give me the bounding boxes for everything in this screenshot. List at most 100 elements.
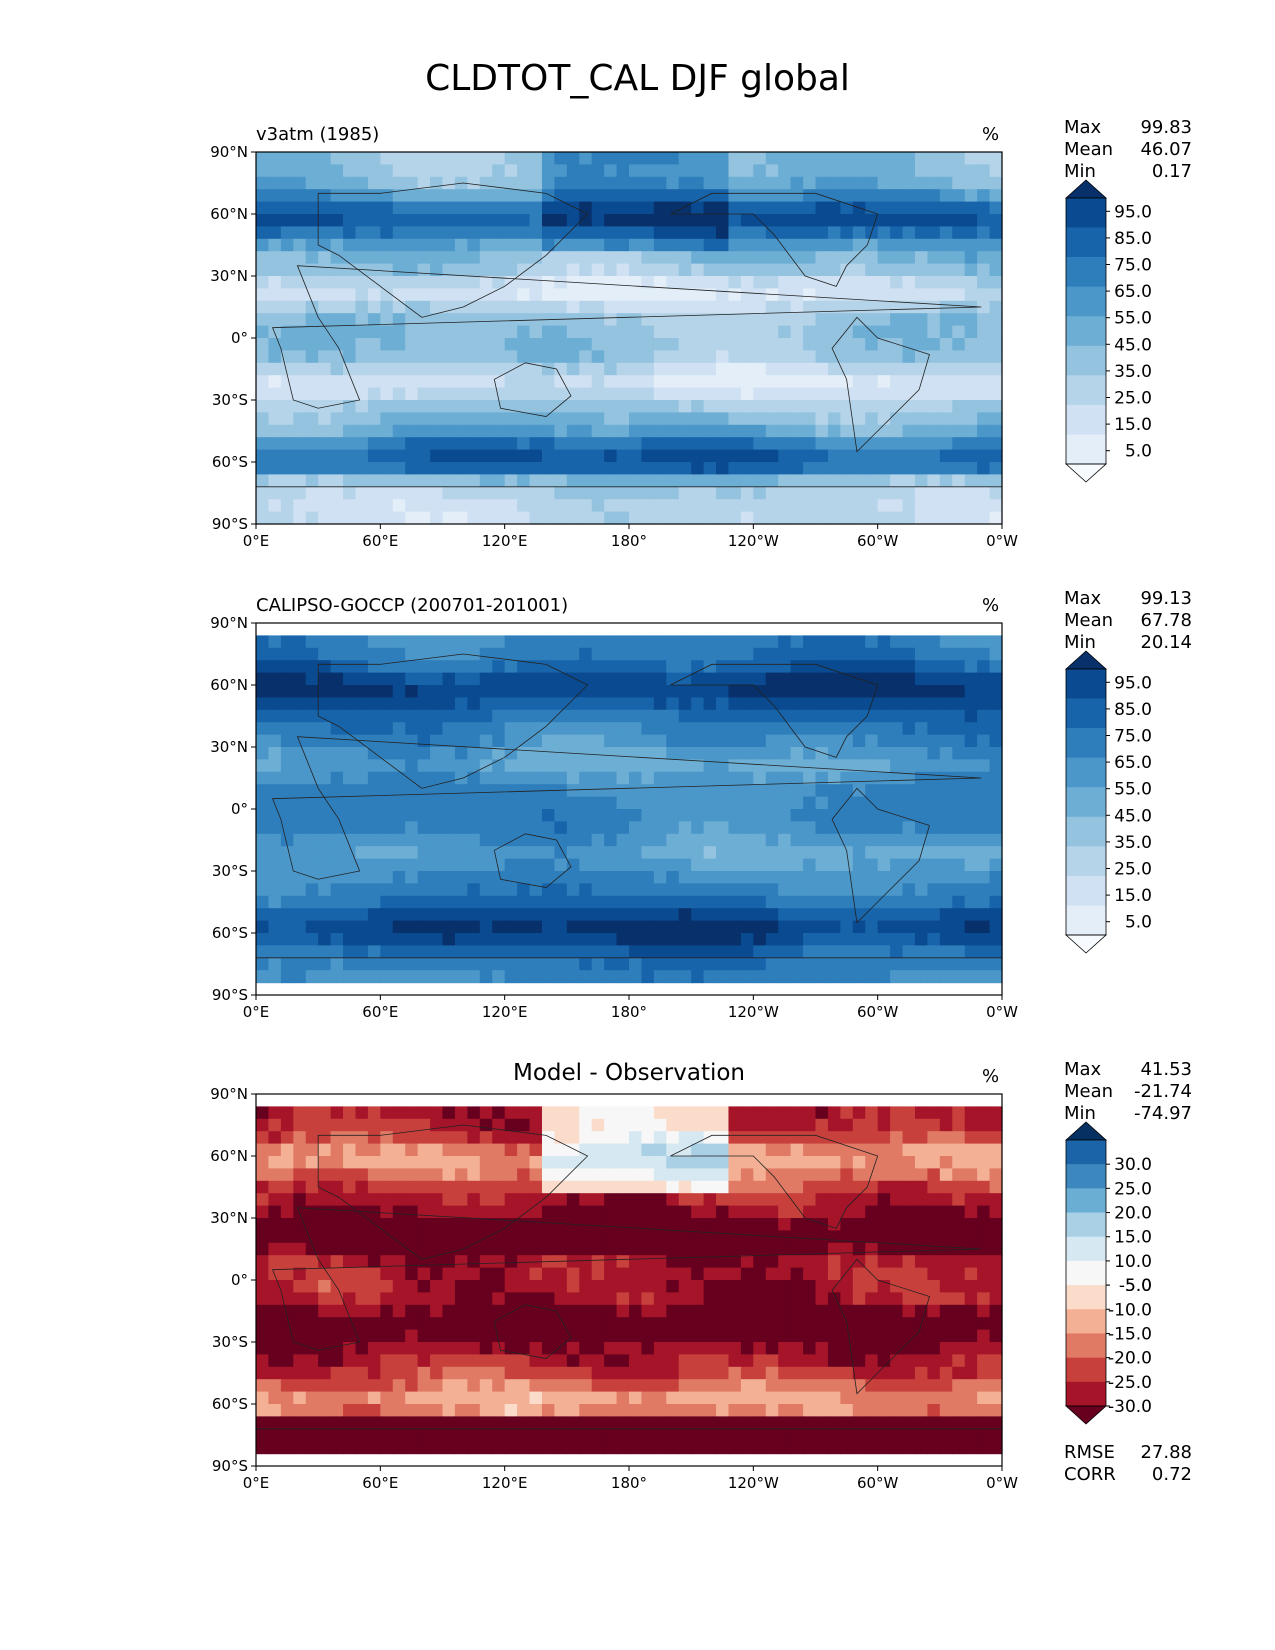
map-cell [778,1118,792,1132]
map-cell [442,1255,456,1269]
map-cell [479,883,493,897]
map-cells [256,152,1003,525]
map-cell [977,672,991,686]
map-cell [939,660,953,674]
map-cell [293,474,307,488]
map-cell [579,858,593,872]
map-cell [939,722,953,736]
map-cell [728,1205,742,1219]
map-cell [977,350,991,364]
map-cell [479,412,493,426]
map-cell [877,747,891,760]
map-cell [629,821,643,835]
map-cell [616,722,630,736]
map-cell [952,1342,966,1355]
map-cell [629,387,643,401]
map-cell [604,871,618,884]
map-cell [529,201,543,215]
map-cell [840,709,854,723]
map-cell [914,1342,928,1355]
map-cell [666,412,680,426]
map-cell [740,499,754,513]
map-cell [803,1131,817,1145]
map-cell [641,400,655,413]
map-cell [566,1342,580,1355]
map-cell [367,424,381,438]
map-cell [703,809,717,822]
map-cell [467,895,481,909]
map-cell [716,214,730,227]
map-cell [890,945,904,959]
map-cell [280,1143,294,1157]
map-cell [840,660,854,674]
map-cell [939,1242,953,1256]
map-cell [579,486,593,500]
map-cell [629,437,643,451]
map-cell [728,1143,742,1157]
map-cell [989,833,1003,847]
map-cell [740,1131,754,1145]
map-cell [479,1193,493,1207]
map-cell [591,1143,605,1157]
map-cell [740,871,754,884]
map-cell [380,313,394,327]
map-cell [268,424,282,438]
map-cell [380,1131,394,1145]
map-cell [840,1106,854,1120]
map-cell [691,1156,705,1169]
map-cell [691,1292,705,1306]
map-cell [604,883,618,897]
map-cell [827,276,841,289]
map-cell [380,1342,394,1355]
map-cell [902,1317,916,1331]
map-cell [989,846,1003,860]
map-cell [977,189,991,203]
map-cell [604,511,618,525]
map-cell [529,1156,543,1169]
map-cell [678,1218,692,1231]
map-cell [666,462,680,475]
map-cell [417,970,431,984]
map-cell [827,288,841,302]
map-cell [430,176,444,190]
map-cell [815,387,829,401]
map-cell [430,449,444,463]
map-cell [343,164,357,178]
map-cell [367,945,381,959]
map-cell [392,226,406,240]
map-cell [479,325,493,339]
map-cell [890,809,904,822]
map-cell [827,635,841,649]
map-cell [529,722,543,736]
map-cell [604,424,618,438]
map-cell [467,908,481,922]
stat-value: 99.83 [1140,117,1192,138]
map-cell [541,1230,555,1244]
map-cell [852,895,866,909]
map-cell [305,1131,319,1145]
map-cell [977,1193,991,1207]
map-cell [256,1292,270,1306]
map-cell [566,251,580,265]
map-cell [827,1242,841,1256]
map-cell [927,672,941,686]
map-cell [927,313,941,327]
map-cell [989,1106,1003,1120]
map-cell [293,1242,307,1256]
map-cell [293,796,307,810]
map-cell [467,833,481,847]
map-cell [541,325,555,339]
map-cell [716,338,730,351]
map-cell [939,263,953,277]
map-cell [541,970,555,984]
map-cell [305,238,319,252]
map-cell [442,846,456,860]
map-cell [989,1292,1003,1306]
map-cell [604,474,618,488]
map-cell [939,424,953,438]
map-cell [827,1292,841,1306]
map-cell [442,437,456,451]
map-cell [293,858,307,872]
map-cell [504,821,518,835]
map-cell [591,325,605,339]
